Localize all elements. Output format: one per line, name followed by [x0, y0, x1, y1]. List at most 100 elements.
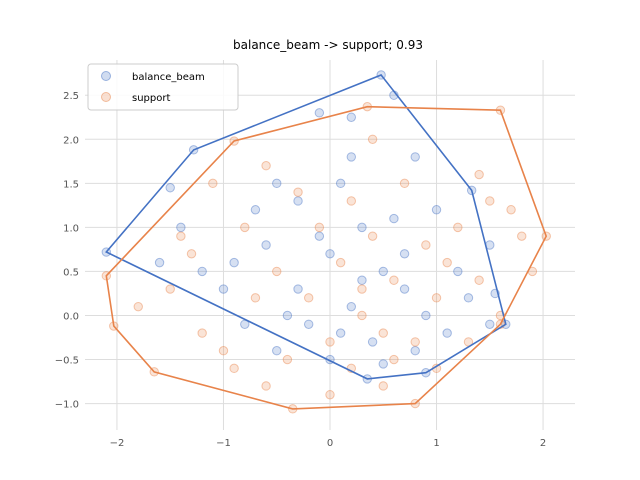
y-tick-label: 0.0 — [63, 311, 79, 322]
convex-hulls — [105, 74, 548, 410]
point-balance-beam — [303, 319, 314, 329]
point-support — [314, 222, 325, 233]
point-balance-beam — [218, 284, 229, 294]
point-support — [431, 293, 442, 303]
x-axis-ticks: −2 −1 0 1 2 — [110, 438, 547, 449]
legend: balance_beam support — [87, 63, 239, 111]
point-support — [293, 187, 303, 197]
scatter-points — [101, 70, 551, 414]
point-balance-beam — [314, 108, 325, 118]
y-tick-label: −1.0 — [55, 400, 79, 411]
point-balance-beam — [282, 310, 293, 321]
point-balance-beam — [272, 346, 282, 356]
point-support — [410, 337, 420, 347]
point-support — [421, 240, 431, 250]
point-support — [367, 134, 378, 144]
y-axis-ticks: −1.0 −0.5 0.0 0.5 1.0 1.5 2.0 2.5 — [55, 91, 79, 410]
point-support — [357, 310, 367, 321]
point-balance-beam — [272, 178, 282, 189]
point-balance-beam — [346, 152, 357, 162]
point-balance-beam — [346, 301, 357, 312]
y-tick-label: −0.5 — [55, 356, 79, 367]
x-tick-label: −2 — [110, 438, 125, 449]
point-support — [367, 231, 378, 241]
point-balance-beam — [410, 152, 420, 162]
point-balance-beam — [293, 196, 303, 206]
point-support — [378, 381, 388, 391]
point-balance-beam — [431, 205, 442, 215]
y-tick-label: 1.5 — [63, 179, 79, 190]
point-balance-beam — [346, 112, 357, 122]
hull-balance-beam — [105, 74, 507, 380]
point-balance-beam — [154, 257, 165, 268]
point-support — [176, 231, 186, 241]
point-balance-beam — [399, 284, 410, 294]
point-support — [325, 337, 335, 347]
point-support — [282, 354, 293, 365]
point-balance-beam — [325, 249, 335, 259]
point-support — [335, 257, 346, 268]
legend-marker-balance-beam — [101, 71, 111, 81]
point-balance-beam — [442, 328, 452, 338]
point-support — [389, 354, 399, 365]
point-support — [357, 284, 367, 294]
point-support — [474, 169, 484, 180]
point-balance-beam — [176, 222, 186, 233]
point-support — [442, 257, 452, 268]
point-balance-beam — [261, 240, 271, 250]
point-support — [229, 363, 239, 374]
x-tick-label: 2 — [540, 438, 546, 449]
legend-marker-support — [101, 92, 111, 102]
point-balance-beam — [335, 178, 346, 189]
point-support — [303, 293, 314, 303]
point-support — [197, 328, 207, 338]
point-support — [485, 196, 495, 206]
point-support — [325, 390, 335, 400]
y-tick-label: 1.0 — [63, 223, 79, 234]
point-balance-beam — [250, 205, 261, 215]
chart-title: balance_beam -> support; 0.93 — [233, 38, 423, 52]
x-tick-label: −1 — [216, 438, 231, 449]
x-tick-label: 0 — [327, 438, 333, 449]
point-balance-beam — [357, 222, 367, 233]
legend-label-balance-beam: balance_beam — [132, 72, 205, 83]
point-balance-beam — [367, 337, 378, 347]
legend-box — [87, 63, 239, 111]
point-balance-beam — [463, 293, 474, 303]
point-balance-beam — [293, 284, 303, 294]
point-balance-beam — [410, 346, 420, 356]
point-balance-beam — [421, 310, 431, 321]
point-balance-beam — [197, 266, 207, 277]
point-support — [453, 222, 463, 233]
y-tick-label: 2.5 — [63, 91, 79, 102]
point-support — [133, 301, 143, 312]
point-support — [208, 178, 218, 189]
point-support — [506, 205, 516, 215]
point-support — [474, 275, 484, 285]
legend-label-support: support — [132, 93, 170, 104]
point-support — [240, 222, 250, 233]
y-tick-label: 0.5 — [63, 267, 79, 278]
point-balance-beam — [485, 319, 495, 329]
point-support — [399, 178, 410, 189]
point-support — [261, 161, 271, 171]
x-tick-label: 1 — [433, 438, 439, 449]
point-balance-beam — [229, 257, 239, 268]
point-support — [378, 328, 388, 338]
point-balance-beam — [399, 249, 410, 259]
point-support — [346, 196, 357, 206]
point-support — [218, 346, 229, 356]
point-balance-beam — [165, 183, 175, 193]
point-support — [389, 275, 399, 285]
point-balance-beam — [378, 359, 388, 369]
point-support — [517, 231, 527, 241]
point-balance-beam — [378, 266, 388, 277]
point-balance-beam — [357, 275, 367, 285]
y-tick-label: 2.0 — [63, 135, 79, 146]
point-support — [165, 284, 175, 294]
point-balance-beam — [314, 231, 325, 241]
point-support — [186, 249, 197, 259]
point-balance-beam — [335, 328, 346, 338]
point-support — [250, 293, 261, 303]
